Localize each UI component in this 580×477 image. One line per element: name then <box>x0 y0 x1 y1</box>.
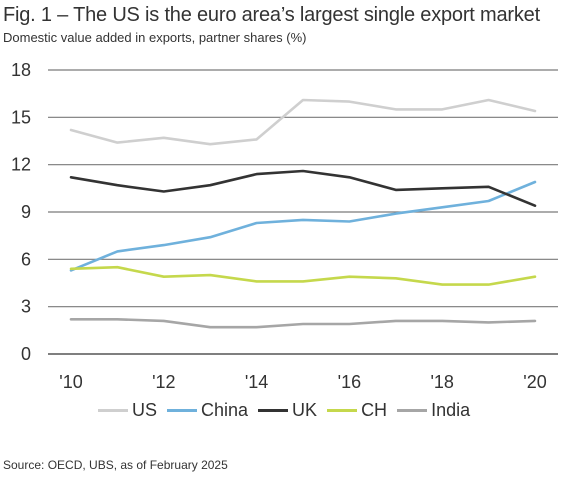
legend-swatch <box>327 409 358 412</box>
series-line-us <box>69 98 537 146</box>
x-tick-label: '14 <box>245 372 268 392</box>
legend-item-uk: UK <box>258 400 317 421</box>
series-line-ch <box>69 265 537 286</box>
source-note: Source: OECD, UBS, as of February 2025 <box>3 458 228 472</box>
x-tick-label: '10 <box>59 372 82 392</box>
x-tick-label: '12 <box>152 372 175 392</box>
x-axis-tick-labels: '10 '12 '14 '16 '18 '20 <box>59 372 546 392</box>
y-tick-label: 15 <box>11 107 31 127</box>
legend-label: China <box>201 400 249 420</box>
series-line-india <box>69 317 537 329</box>
y-tick-label: 6 <box>21 249 31 269</box>
legend-label: UK <box>292 400 318 420</box>
chart-subtitle: Domestic value added in exports, partner… <box>3 30 307 45</box>
y-tick-label: 12 <box>11 155 31 175</box>
legend-label: CH <box>361 400 388 420</box>
legend-swatch <box>98 409 128 412</box>
legend-item-china: China <box>167 400 248 421</box>
legend-swatch <box>397 409 428 412</box>
legend-item-ch: CH <box>327 400 387 421</box>
legend-item-us: US <box>98 400 157 421</box>
y-tick-label: 9 <box>21 202 31 222</box>
legend: US China UK CH India <box>98 400 480 421</box>
y-tick-label: 18 <box>11 60 31 80</box>
legend-label: US <box>132 400 158 420</box>
x-tick-label: '20 <box>523 372 546 392</box>
legend-swatch <box>167 409 198 412</box>
x-tick-label: '18 <box>430 372 453 392</box>
y-axis-tick-labels: 0 3 6 9 12 15 18 <box>11 60 31 364</box>
y-tick-label: 0 <box>21 344 31 364</box>
legend-swatch <box>258 409 289 412</box>
series-line-uk <box>69 169 537 207</box>
series-line-china <box>69 180 537 272</box>
x-tick-label: '16 <box>338 372 361 392</box>
y-tick-label: 3 <box>21 297 31 317</box>
gridlines <box>48 69 558 355</box>
chart-title: Fig. 1 – The US is the euro area’s large… <box>3 4 540 26</box>
legend-label: India <box>431 400 471 420</box>
series-lines <box>69 98 537 329</box>
line-chart: 0 3 6 9 12 15 18 '10 '12 '14 '16 '18 '20 <box>11 60 558 392</box>
legend-item-india: India <box>397 400 470 421</box>
